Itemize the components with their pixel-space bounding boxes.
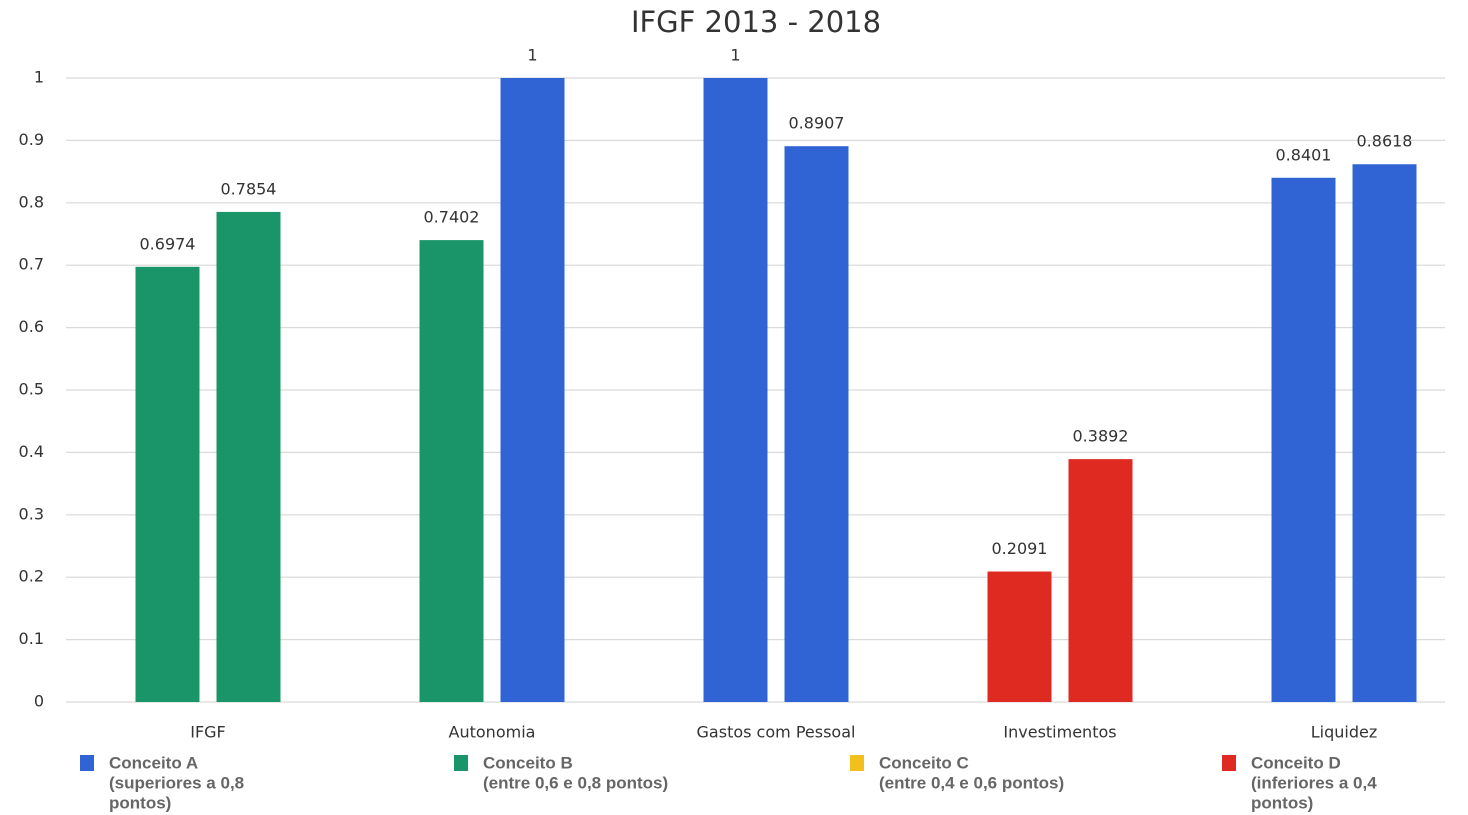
legend-label: (superiores a 0,8 [109,773,244,792]
data-label: 0.6974 [140,234,196,253]
data-label: 0.8618 [1357,132,1413,151]
bar [703,78,768,702]
y-tick-label: 1 [34,68,44,87]
data-label: 1 [527,46,537,65]
data-label: 0.3892 [1073,427,1129,446]
y-tick-label: 0.1 [19,629,44,648]
y-tick-label: 0.9 [19,130,44,149]
y-tick-label: 0.7 [19,255,44,274]
legend-label: pontos) [109,793,171,812]
legend-swatch [1222,755,1236,771]
legend-label: (inferiores a 0,4 [1251,773,1377,792]
data-label: 0.7854 [221,179,277,198]
data-label: 0.8401 [1276,145,1332,164]
legend-label: Conceito B [483,753,573,772]
data-label: 0.2091 [992,539,1048,558]
x-tick-label: IFGF [190,723,226,742]
bar [216,211,281,702]
legend-label: (entre 0,6 e 0,8 pontos) [483,773,668,792]
data-label: 1 [730,46,740,65]
legend-label: Conceito D [1251,753,1341,772]
bar [500,78,565,702]
x-tick-label: Investimentos [1003,723,1116,742]
data-label: 0.8907 [789,114,845,133]
bar [419,240,484,702]
legend-label: (entre 0,4 e 0,6 pontos) [879,773,1064,792]
x-tick-label: Liquidez [1311,723,1378,742]
x-tick-label: Autonomia [449,723,536,742]
bar [1271,177,1336,703]
y-tick-label: 0.8 [19,192,44,211]
y-tick-label: 0.4 [19,442,44,461]
y-tick-label: 0.5 [19,380,44,399]
chart-title: IFGF 2013 - 2018 [631,5,881,39]
x-tick-label: Gastos com Pessoal [697,723,856,742]
y-tick-label: 0 [34,692,44,711]
y-tick-label: 0.6 [19,317,44,336]
legend-swatch [454,755,468,771]
legend-swatch [80,755,94,771]
legend-swatch [850,755,864,771]
bar [784,146,849,703]
bar [135,266,200,702]
legend-label: pontos) [1251,793,1313,812]
y-tick-label: 0.2 [19,567,44,586]
y-tick-label: 0.3 [19,504,44,523]
bar [1068,459,1133,702]
data-label: 0.7402 [424,208,480,227]
legend-label: Conceito C [879,753,969,772]
bar [987,571,1052,702]
legend-label: Conceito A [109,753,198,772]
bar [1352,164,1417,702]
